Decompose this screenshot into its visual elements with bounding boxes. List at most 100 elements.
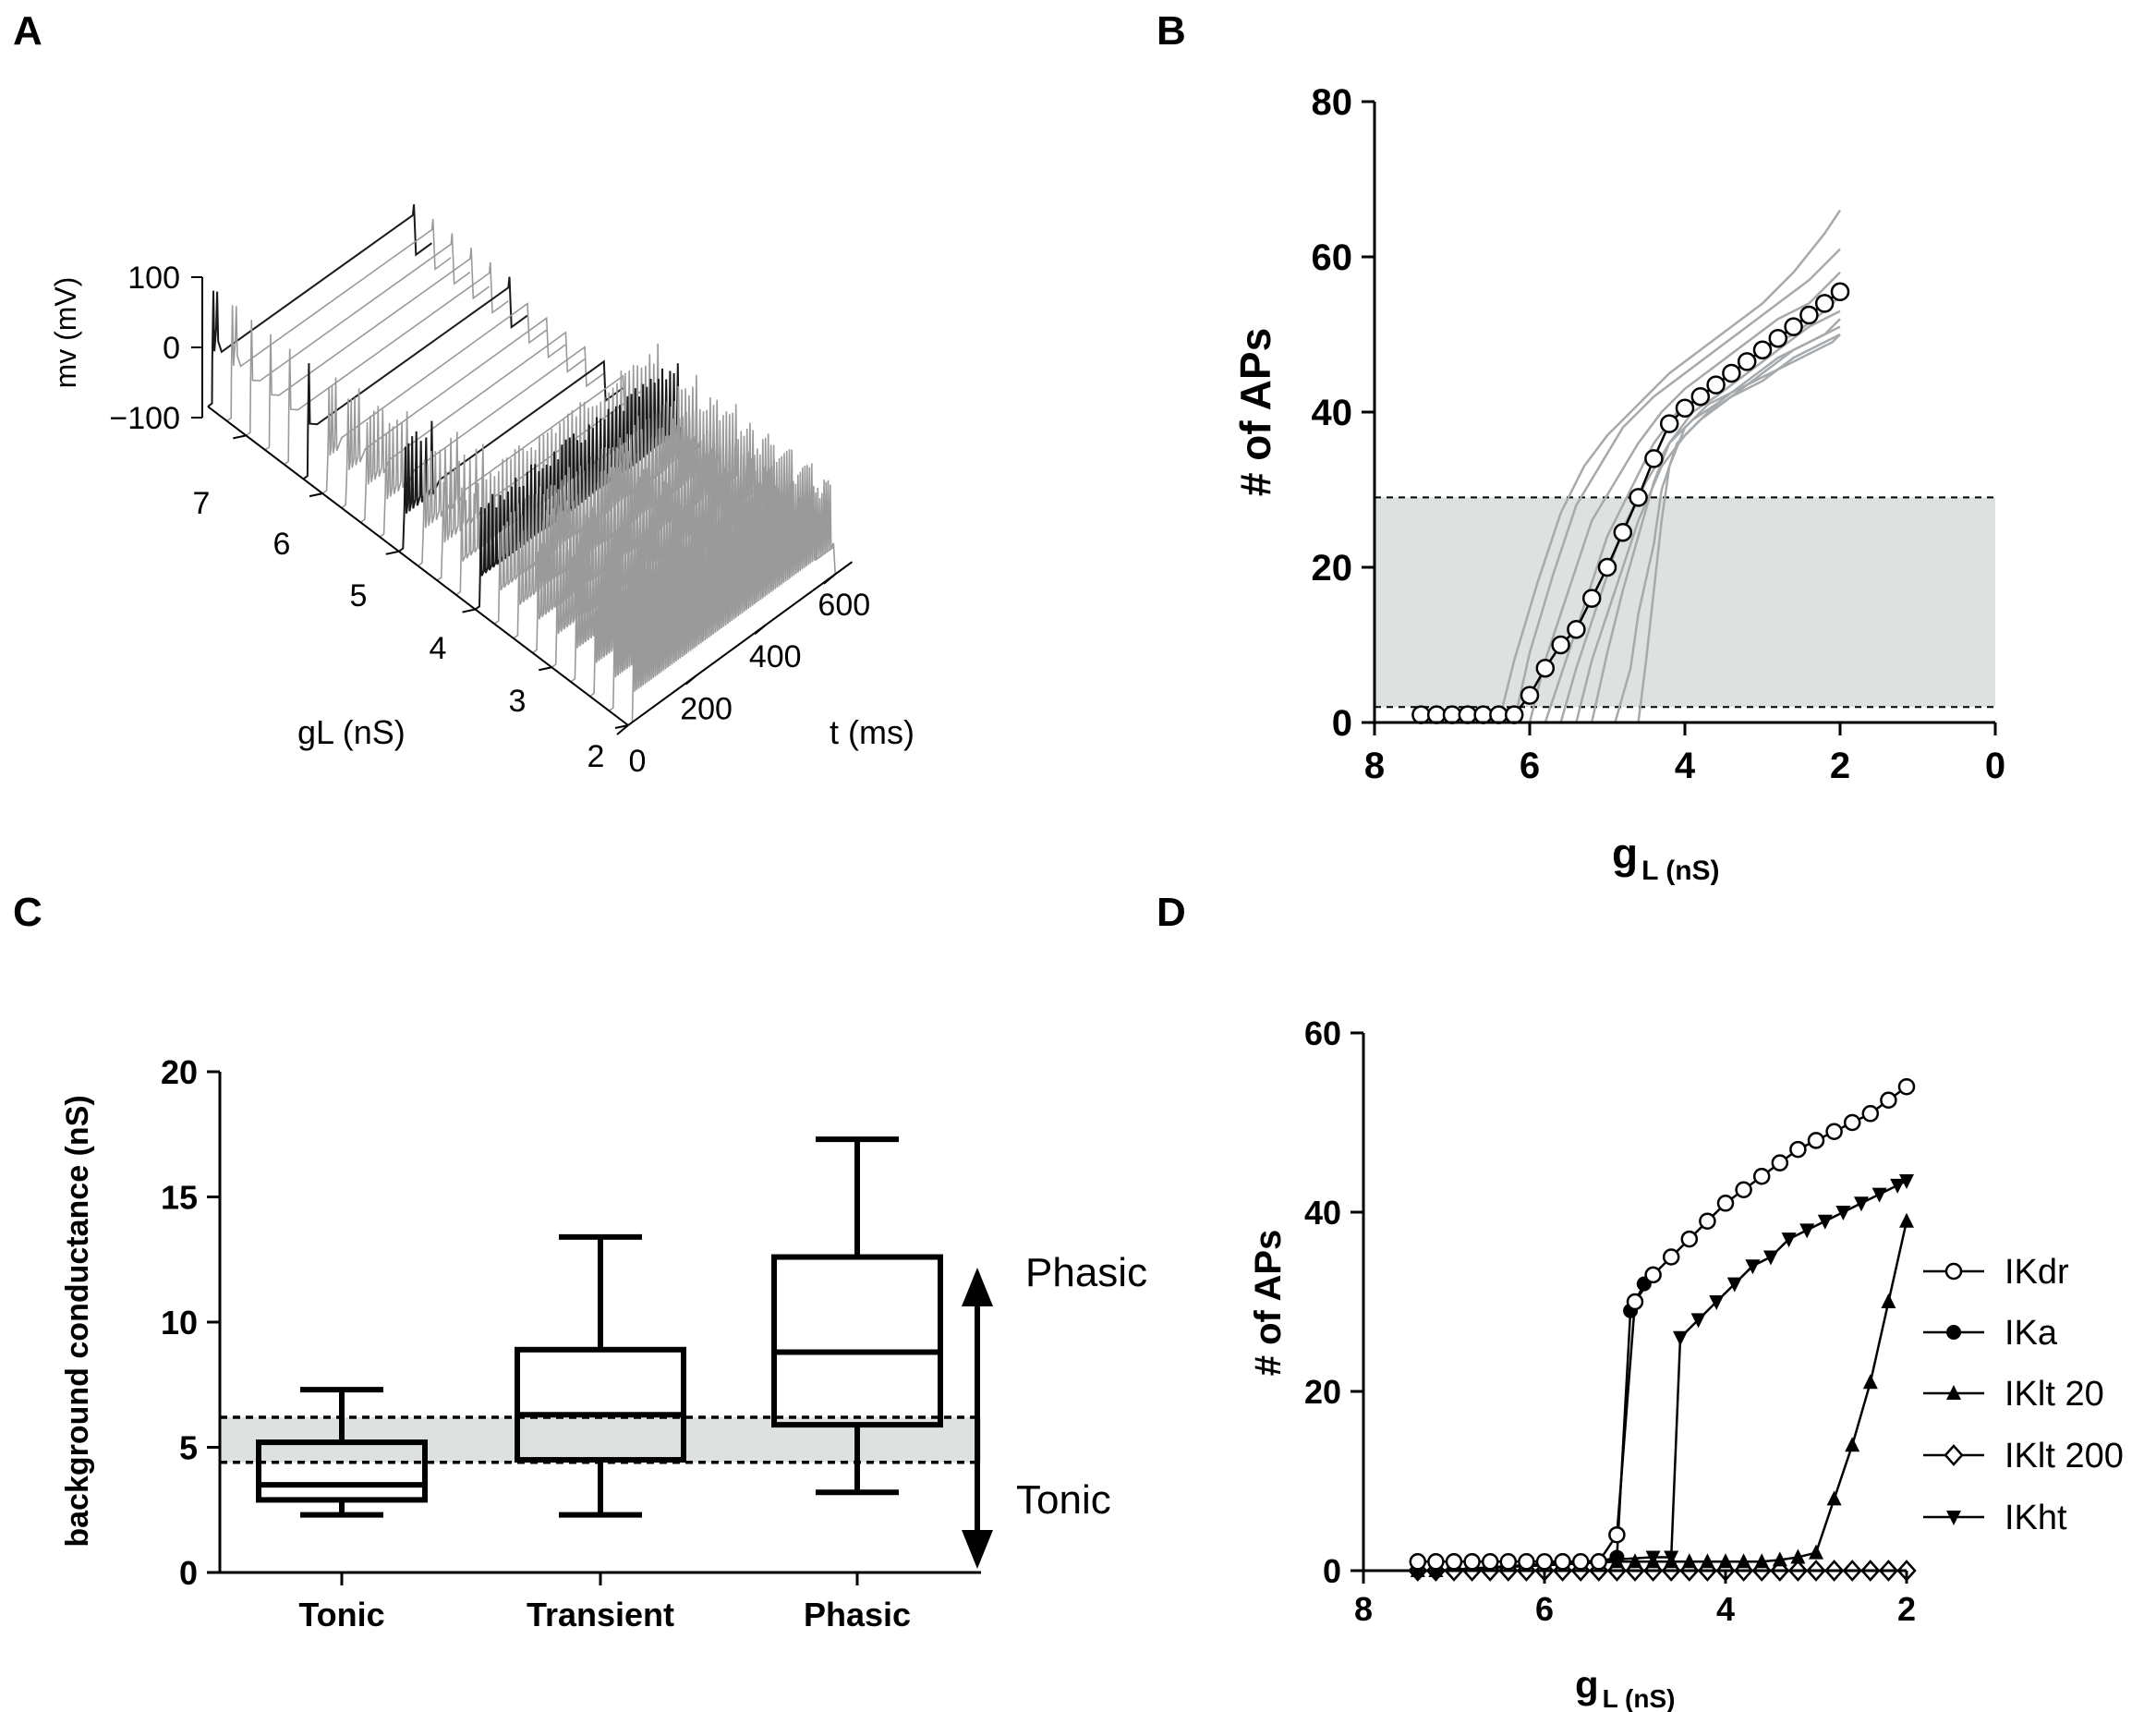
legend-entry-ikdr: IKdr <box>1923 1253 2069 1292</box>
time-tick-label: 200 <box>680 692 733 727</box>
legend-entry-iklt-20: IKlt 20 <box>1923 1375 2104 1414</box>
marker <box>1754 1553 1770 1569</box>
marker <box>1699 1212 1716 1230</box>
marker <box>1664 1550 1679 1566</box>
marker <box>1897 1077 1916 1096</box>
iqr-box <box>771 1254 943 1428</box>
marker <box>1628 1553 1642 1569</box>
mean-point <box>1737 352 1757 371</box>
mean-point <box>1722 363 1741 383</box>
x-tick-label: 8 <box>1354 1590 1373 1628</box>
y-tick-label: 0 <box>1332 703 1352 744</box>
marker <box>1718 1553 1733 1569</box>
series-line <box>1417 1179 1908 1572</box>
y-tick-label: 40 <box>1304 1194 1341 1232</box>
voltage-trace <box>360 331 586 524</box>
model-curve-6 <box>1590 325 1841 723</box>
arrow-head-down <box>962 1530 993 1569</box>
mean-point <box>1489 705 1508 724</box>
panel-label-c: C <box>13 890 42 935</box>
category-label: Transient <box>527 1596 674 1633</box>
mean-point <box>1659 414 1679 433</box>
marker <box>1845 1437 1860 1452</box>
time-axis <box>627 561 854 726</box>
y-tick-label: 60 <box>1312 237 1353 278</box>
mean-point <box>1567 619 1586 639</box>
legend-label: IKa <box>2005 1314 2058 1353</box>
marker <box>1825 1123 1843 1140</box>
y-tick-label: 60 <box>1304 1014 1341 1052</box>
marker <box>1835 1206 1851 1220</box>
series-line <box>1417 1220 1908 1572</box>
mean-point <box>1613 522 1633 542</box>
gl-tick <box>309 492 323 498</box>
mean-point <box>1629 488 1648 507</box>
mean-point <box>1473 705 1493 724</box>
y-tick-label: 80 <box>1312 82 1353 123</box>
marker <box>1790 1548 1806 1564</box>
y-tick-label: 20 <box>1304 1373 1341 1411</box>
marker <box>1571 1553 1590 1571</box>
mean-point <box>1411 705 1431 724</box>
marker <box>1681 1553 1697 1569</box>
marker <box>1752 1167 1771 1185</box>
legend-label: IKlt 20 <box>2005 1375 2104 1414</box>
marker <box>1809 1544 1823 1560</box>
mv-tick-label: 100 <box>127 261 180 296</box>
marker <box>1716 1195 1735 1212</box>
x-tick-label: 0 <box>1985 746 2005 786</box>
x-tick-label: 8 <box>1364 746 1385 786</box>
legend-entry-ika: IKa <box>1923 1314 2058 1353</box>
marker <box>1880 1091 1897 1109</box>
panel-label-b: B <box>1157 8 1186 54</box>
marker <box>1861 1105 1880 1123</box>
shaded-band <box>1375 497 1995 708</box>
marker <box>1427 1553 1445 1571</box>
gl-axis <box>207 406 629 726</box>
marker <box>1644 1266 1662 1284</box>
voltage-trace <box>418 374 643 567</box>
series-ika <box>1410 1276 1652 1570</box>
marker <box>1736 1553 1751 1569</box>
x-tick-label: 2 <box>1897 1590 1916 1628</box>
mean-point <box>1442 705 1462 724</box>
model-curve-7 <box>1614 333 1841 723</box>
marker <box>1445 1553 1463 1571</box>
voltage-trace <box>226 218 452 422</box>
legend-label: IKht <box>2005 1499 2067 1537</box>
mean-point <box>1675 398 1695 419</box>
marker <box>1854 1196 1869 1212</box>
time-tick-label: 600 <box>818 588 870 623</box>
marker <box>1771 1154 1789 1172</box>
voltage-trace <box>207 204 432 407</box>
voltage-trace <box>284 261 509 466</box>
legend-label: IKdr <box>2005 1253 2069 1292</box>
series-ikdr <box>1409 1077 1916 1571</box>
series-iklt-20 <box>1410 1212 1914 1577</box>
box-tonic <box>256 1387 428 1518</box>
mean-point <box>1581 589 1602 608</box>
marker <box>1700 1553 1715 1569</box>
marker <box>1608 1525 1626 1544</box>
voltage-trace <box>341 316 566 509</box>
marker <box>1709 1295 1725 1310</box>
marker <box>1781 1232 1797 1248</box>
gl-tick <box>539 666 552 672</box>
mv-tick-label: 0 <box>163 331 180 366</box>
mean-point <box>1520 686 1540 705</box>
series-line <box>1417 1086 1908 1563</box>
voltage-trace <box>627 480 853 726</box>
marker <box>1807 1132 1825 1149</box>
time-tick <box>616 724 629 735</box>
panel-c-boxplot: Tonic Transient Phasic 0 5 10 15 20 background c… <box>60 1053 1147 1633</box>
voltage-trace <box>398 359 624 552</box>
series-line <box>1417 1283 1645 1563</box>
mv-axis-label: mv (mV) <box>49 277 82 389</box>
marker <box>1944 1444 1964 1466</box>
time-tick-label: 0 <box>629 744 647 779</box>
marker <box>1590 1553 1608 1571</box>
gl-tick-label: 4 <box>430 631 447 666</box>
time-tick <box>684 674 698 686</box>
marker <box>1881 1293 1896 1308</box>
